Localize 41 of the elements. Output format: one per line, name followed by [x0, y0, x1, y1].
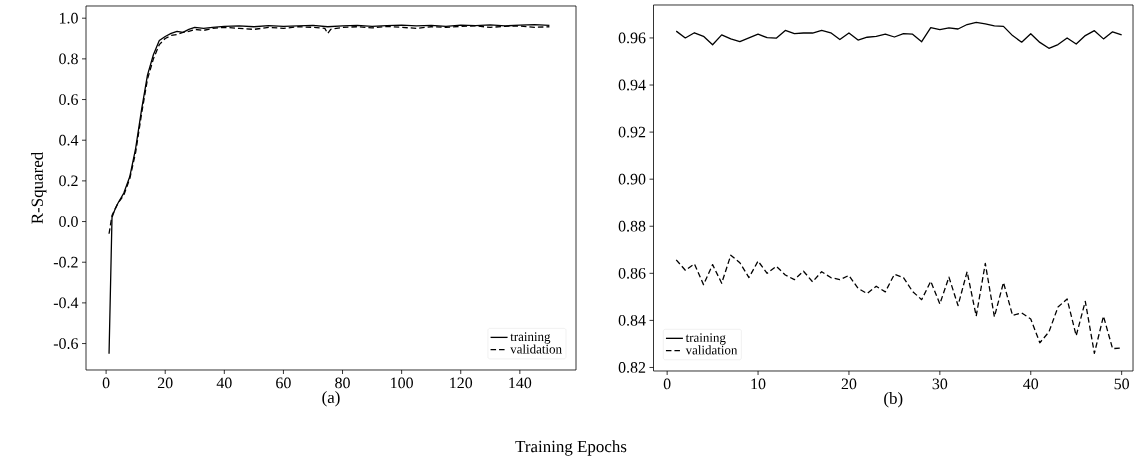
legend-label: training	[685, 333, 726, 345]
x-tick-label: 20	[157, 377, 173, 389]
y-tick-label: 0.2	[59, 175, 78, 187]
y-tick-label: 0.90	[618, 173, 646, 185]
y-tick-label: 0.86	[618, 267, 646, 279]
legend-label: validation	[685, 345, 738, 355]
x-tick-label: 60	[276, 377, 291, 389]
y-tick-label: 1.0	[59, 12, 78, 24]
legend-label: validation	[510, 344, 562, 354]
x-tick-label: 80	[335, 377, 350, 389]
y-tick-label: 0.88	[618, 220, 646, 232]
x-tick-label: 100	[391, 377, 413, 389]
y-tick-label: -0.6	[53, 338, 79, 349]
y-axis-title: R-Squared	[31, 151, 47, 224]
x-tick-label: 40	[216, 377, 232, 389]
y-tick-label: -0.4	[53, 297, 79, 309]
x-tick-label: 140	[509, 377, 532, 389]
x-axis-title: (b)	[884, 392, 903, 408]
y-tick-label: 0.94	[618, 79, 646, 91]
y-tick-label: 0.92	[618, 126, 646, 138]
y-tick-label: 0.0	[59, 216, 78, 227]
x-tick-label: 30	[932, 378, 948, 390]
text: Training Epochs	[515, 440, 627, 456]
x-axis-title: (a)	[322, 391, 340, 407]
legend-label: training	[510, 332, 551, 344]
x-tick-label: 10	[751, 378, 766, 390]
x-tick-label: 0	[102, 377, 110, 389]
line-series	[675, 21, 1123, 49]
y-tick-label: 0.8	[59, 53, 78, 65]
line-series	[675, 254, 1123, 354]
y-tick-label: 0.84	[618, 314, 646, 326]
x-tick-label: 40	[1023, 378, 1039, 390]
y-tick-label: 0.96	[618, 32, 646, 44]
y-tick-label: 0.4	[59, 134, 79, 146]
x-tick-label: 50	[1114, 378, 1130, 390]
y-tick-label: 0.6	[59, 94, 79, 105]
x-tick-label: 0	[663, 378, 671, 390]
x-tick-label: 20	[841, 378, 857, 390]
y-tick-label: -0.2	[53, 256, 78, 268]
y-tick-label: 0.82	[618, 362, 646, 373]
x-tick-label: 120	[450, 377, 473, 389]
